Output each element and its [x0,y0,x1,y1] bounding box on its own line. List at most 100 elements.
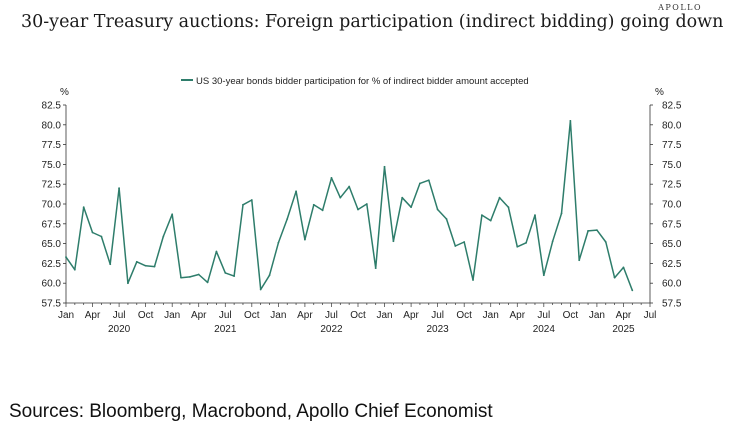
x-tick-label: Oct [563,310,579,321]
data-point [171,213,174,216]
x-tick-label: Jul [644,310,657,321]
data-point [631,289,634,292]
data-point [498,196,501,199]
data-point [365,203,368,205]
data-point [613,276,616,279]
y-tick-label-left: 82.5 [42,101,62,112]
year-label: 2020 [108,324,131,335]
x-tick-label: Jan [164,310,180,321]
data-point [436,208,439,211]
x-tick-label: Apr [509,310,525,321]
data-point [587,230,589,232]
data-point [596,229,598,232]
x-axis: Jan Apr Jul Oct Jan Apr Jul Oct Jan Apr Jul Oct Jan A… [58,302,657,335]
data-point [321,209,324,212]
data-point [542,274,545,277]
data-point [73,268,76,271]
x-tick-label: Jul [219,310,232,321]
x-tick-label: Jan [589,310,605,321]
year-label: 2024 [533,324,556,335]
x-tick-label: Jul [537,310,550,321]
data-point [224,272,227,274]
year-label: 2023 [427,324,450,335]
data-point [383,165,386,168]
left-y-axis: 57.5 60.0 62.5 65.0 67.5 70.0 72.5 75.0 77.5 80.0… [42,101,67,310]
data-point [259,288,262,291]
data-point [348,185,351,188]
x-tick-label: Jan [483,310,499,321]
page-title: 30-year Treasury auctions: Foreign parti… [21,12,724,32]
data-point [162,235,165,238]
data-point [312,203,315,206]
data-point [339,196,342,199]
y-tick-label-left: 67.5 [42,219,62,230]
chart-legend: US 30-year bonds bidder participation fo… [181,76,529,87]
y-tick-label-right: 75.0 [662,160,682,171]
data-point [525,241,528,244]
data-point [604,241,607,243]
x-tick-label: Oct [456,310,472,321]
y-tick-label-right: 57.5 [662,299,682,310]
data-point [286,218,289,220]
x-tick-label: Apr [297,310,313,321]
y-tick-label-right: 60.0 [662,279,682,290]
y-tick-label-right: 82.5 [662,101,682,112]
data-point [304,238,306,241]
x-tick-label: Oct [138,310,154,321]
data-point [357,208,359,211]
data-point [410,206,412,209]
data-point [197,273,200,276]
right-axis-unit: % [655,87,664,98]
data-point [516,245,519,248]
y-tick-label-left: 70.0 [42,200,62,211]
y-tick-label-left: 65.0 [42,239,62,250]
x-tick-label: Oct [350,310,366,321]
x-tick-label: Oct [244,310,260,321]
x-tick-label: Jan [376,310,392,321]
x-tick-label: Apr [403,310,419,321]
plot-area [65,119,634,292]
data-point [374,267,377,270]
data-point [427,179,430,182]
data-point [135,260,138,263]
data-point [551,240,554,243]
y-tick-label-left: 62.5 [42,259,62,270]
y-tick-label-left: 57.5 [42,299,62,310]
y-tick-label-right: 70.0 [662,200,682,211]
x-tick-label: Jul [113,310,126,321]
data-point [206,281,209,284]
data-point [392,240,395,243]
data-point [472,279,474,281]
y-tick-label-right: 72.5 [662,180,682,191]
data-point [419,182,421,185]
data-point [118,187,120,190]
data-point [489,219,492,222]
y-tick-label-left: 80.0 [42,120,62,131]
data-point [144,264,147,267]
right-y-axis: 57.5 60.0 62.5 65.0 67.5 70.0 72.5 75.0 77.5 80.0… [649,101,682,310]
data-point [268,274,271,277]
x-tick-label: Jan [270,310,286,321]
year-label: 2022 [320,324,343,335]
data-point [65,256,67,258]
data-point [153,265,156,268]
data-point [534,214,536,216]
data-point [463,241,466,243]
data-point [250,199,253,201]
data-point [480,214,483,216]
x-tick-label: Apr [616,310,632,321]
x-tick-label: Jul [325,310,338,321]
data-point [242,203,244,206]
year-label: 2025 [612,324,635,335]
data-point [215,250,218,253]
y-tick-label-right: 80.0 [662,120,682,131]
data-point [127,282,129,285]
legend-label: US 30-year bonds bidder participation fo… [196,76,529,87]
data-point [569,119,572,122]
data-point [330,176,333,179]
year-label: 2021 [214,324,237,335]
data-point [578,259,581,262]
data-point [188,275,191,278]
y-tick-label-left: 75.0 [42,160,62,171]
data-point [100,235,103,238]
